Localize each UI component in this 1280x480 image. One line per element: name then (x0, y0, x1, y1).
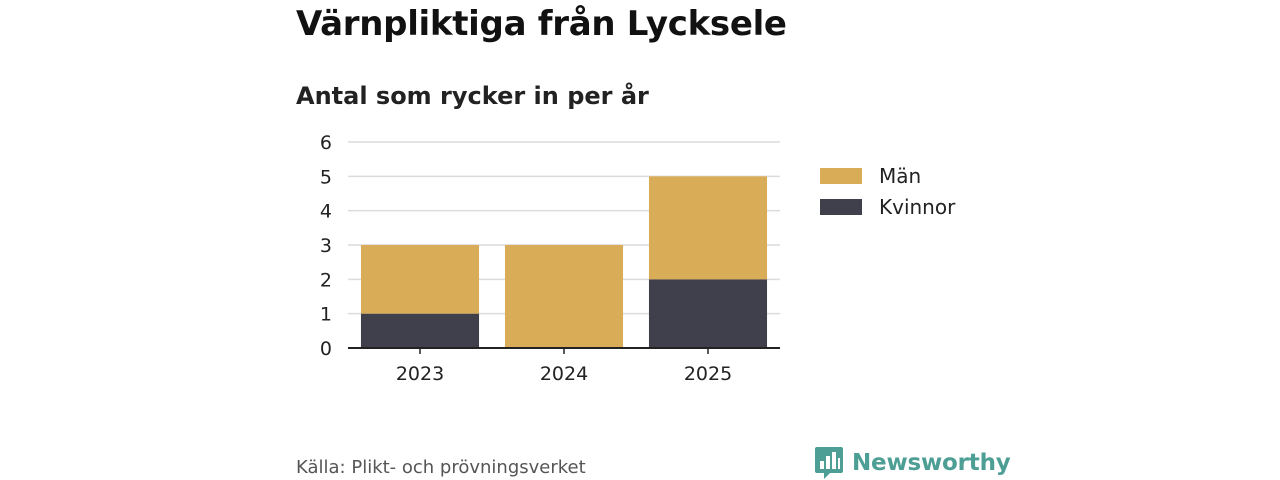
y-tick-label: 1 (320, 304, 332, 326)
y-tick-label: 0 (320, 338, 332, 360)
bar-chart-speech-bubble-icon (815, 447, 843, 479)
x-tick-label: 2024 (540, 363, 588, 385)
bar-2023-kvinnor (360, 313, 480, 348)
legend-item-kvinnor: Kvinnor (820, 191, 955, 222)
brand-name: Newsworthy (852, 450, 1011, 476)
legend-swatch-man (820, 167, 862, 184)
legend-label-kvinnor: Kvinnor (879, 194, 956, 219)
x-tick-label: 2025 (684, 363, 732, 385)
y-tick-label: 6 (320, 132, 332, 154)
x-axis-ticks: 2023 2024 2025 (396, 348, 732, 385)
y-tick-label: 5 (320, 166, 332, 188)
legend-swatch-kvinnor (820, 198, 862, 215)
bar-2025-kvinnor (648, 279, 768, 348)
y-tick-label: 4 (320, 201, 332, 223)
bar-2025-m-n (648, 176, 768, 280)
y-tick-label: 2 (320, 269, 332, 291)
legend: Män Kvinnor (820, 160, 955, 222)
page-title: Värnpliktiga från Lycksele (296, 4, 787, 44)
bar-2024-m-n (504, 245, 624, 348)
legend-label-man: Män (879, 163, 922, 188)
brand-logo[interactable]: Newsworthy (814, 446, 1011, 480)
legend-item-man: Män (820, 160, 955, 191)
stacked-bar-chart: 0 1 2 3 4 5 6 2023 2024 2025 (320, 132, 780, 385)
y-axis-ticks: 0 1 2 3 4 5 6 (320, 132, 332, 360)
chart-subtitle: Antal som rycker in per år (296, 82, 649, 110)
x-tick-label: 2023 (396, 363, 444, 385)
bars (360, 176, 768, 348)
source-note: Källa: Plikt- och prövningsverket (296, 457, 586, 478)
y-tick-label: 3 (320, 235, 332, 257)
bar-2023-m-n (360, 245, 480, 314)
